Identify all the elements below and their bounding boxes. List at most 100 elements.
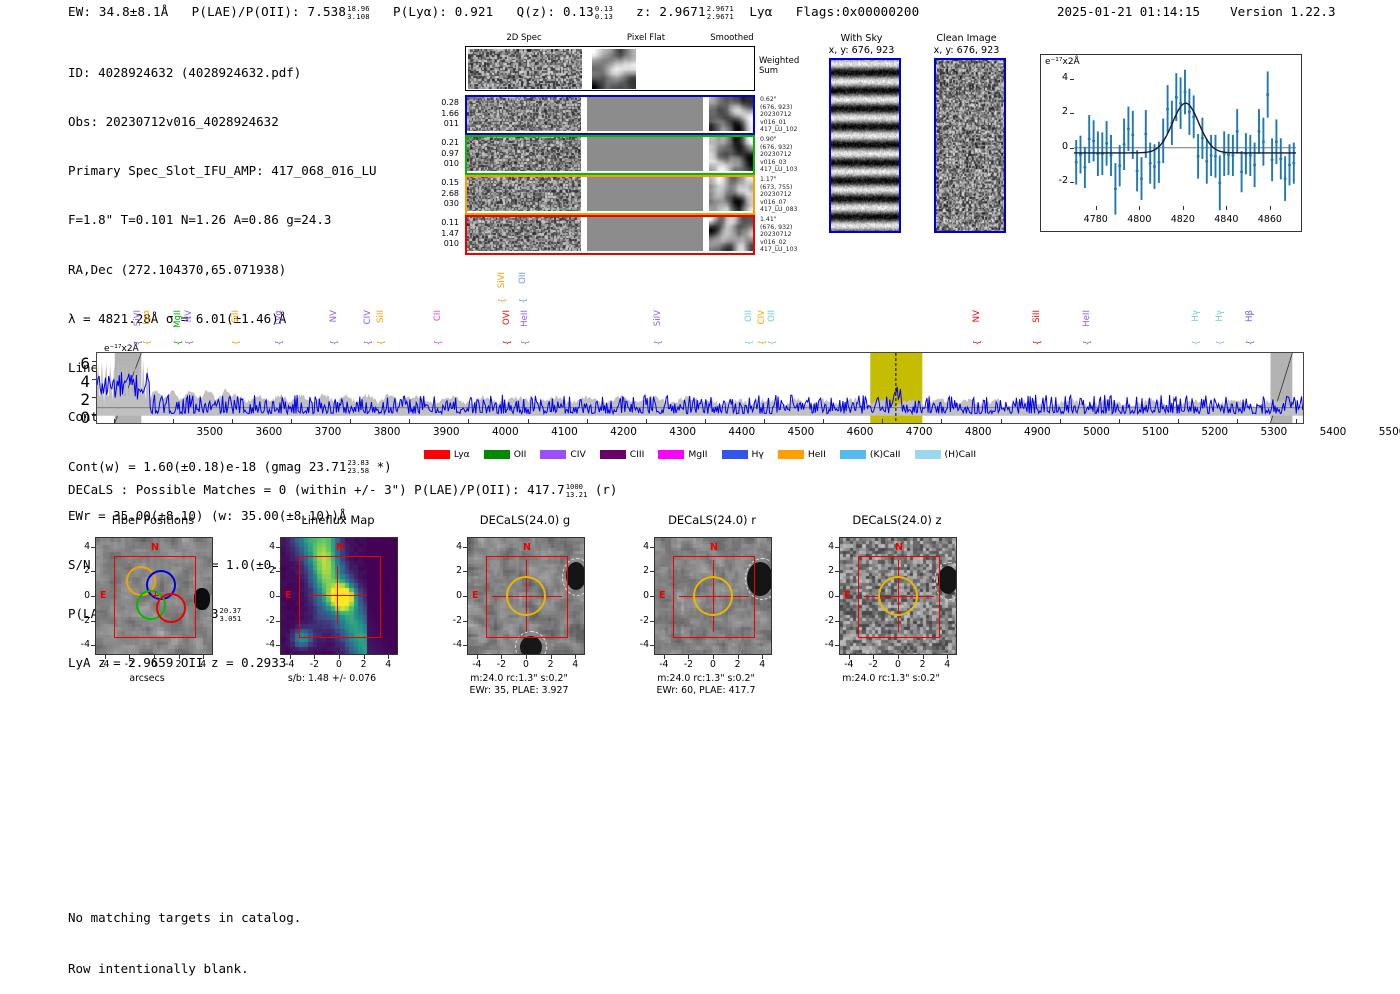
target-crosshair-h xyxy=(309,595,367,597)
north-marker: N xyxy=(710,542,718,553)
fiber-right-meta-line: 417_LU_103 xyxy=(760,246,798,254)
fiber-right-meta-line: (676, 932) xyxy=(760,223,793,231)
target-crosshair-v xyxy=(526,602,528,632)
north-marker: N xyxy=(895,542,903,553)
east-marker: E xyxy=(285,590,292,601)
emission-line-legend: Lyα OII CIV CIII MgII Hγ HeII (K)CaII (H)CaII xyxy=(0,444,1400,463)
panel-xtick-mark xyxy=(501,655,503,659)
panel-xtick: -4 xyxy=(659,659,669,670)
header-z-label: z: 2.9671 xyxy=(636,4,706,19)
line-fit-ytick: 4 xyxy=(1061,72,1068,84)
panel-xtick-mark xyxy=(178,655,180,659)
panel-ytick: 4 xyxy=(828,540,834,552)
panel-ytick-mark xyxy=(276,596,280,597)
panel-xtick-mark xyxy=(762,655,764,659)
catalog-source-marker xyxy=(934,562,956,600)
info-seeing: F=1.8" T=0.101 N=1.26 A=0.86 g=24.3 xyxy=(68,212,332,228)
panel-caption-line-1: m:24.0 rc:1.3" s:0.2" xyxy=(470,673,568,684)
panel-ytick-mark xyxy=(835,571,839,573)
full-spectrum-xtick-mark xyxy=(350,419,352,424)
panel-xtick: -2 xyxy=(868,659,879,670)
full-spectrum-xtick: 3600 xyxy=(255,426,283,438)
line-fit-ytick: 2 xyxy=(1061,106,1068,118)
header-line-id: Lyα xyxy=(749,4,773,19)
fiber-right-meta-line: 1.41" xyxy=(760,216,777,223)
panel-caption-line-2: EWr: 60, PLAE: 417.7 xyxy=(656,685,756,696)
info-primary-spec: Primary Spec_Slot_IFU_AMP: 417_068_016_L… xyxy=(68,163,377,179)
fiber-left-stat: 2.68 xyxy=(441,188,459,198)
cutout-title: With Sky xyxy=(840,33,883,44)
panel-title: DECaLS(24.0) g xyxy=(479,513,571,527)
photometry-aperture-circle xyxy=(693,576,733,616)
fiber-left-stat: 011 xyxy=(443,119,459,128)
full-spectrum-xtick: 4500 xyxy=(787,426,815,438)
full-spectrum-frame xyxy=(96,352,1304,424)
panel-xtick: -2 xyxy=(683,659,694,670)
panel-xtick-mark xyxy=(713,655,714,659)
legend-label: OII xyxy=(513,449,527,460)
panel-xtick: 4 xyxy=(944,659,951,670)
fiber-smoothed-image xyxy=(709,217,753,251)
panel-xtick: -4 xyxy=(285,659,295,670)
legend-label: Lyα xyxy=(453,449,470,460)
target-crosshair-v xyxy=(713,602,715,632)
full-spectrum-xtick-mark xyxy=(941,419,943,424)
fiber-left-stat: 1.66 xyxy=(441,108,459,118)
panel-xtick: 0 xyxy=(895,659,901,670)
east-marker: E xyxy=(100,590,107,601)
legend-item: OII xyxy=(483,449,527,460)
north-marker: N xyxy=(151,542,159,553)
full-spectrum-xtick: 5200 xyxy=(1201,426,1229,438)
north-marker: N xyxy=(523,542,531,553)
fiber-pixel-flat-image xyxy=(587,217,703,251)
legend-item: (K)CaII xyxy=(839,449,901,460)
panel-caption: arcsecs xyxy=(62,673,232,685)
panel-ytick-mark xyxy=(91,620,95,622)
full-spectrum-xtick: 5500 xyxy=(1378,426,1400,438)
panel-xtick: 4 xyxy=(759,659,766,670)
panel-xtick: -2 xyxy=(496,659,507,670)
panel-xtick-mark xyxy=(104,655,106,659)
panel-ytick-mark xyxy=(276,546,280,548)
legend-swatch xyxy=(721,450,748,459)
panel-title: Fiber Positions xyxy=(111,513,195,527)
panel-ytick: 2 xyxy=(643,565,649,577)
fiber-left-stat: 0.15 xyxy=(441,178,459,187)
line-fit-xtick-mark xyxy=(1226,206,1228,210)
full-spectrum-xtick: 5300 xyxy=(1260,426,1288,438)
panel-xtick: 2 xyxy=(175,659,182,670)
cutout-panels-row: Fiber Positions N E 4 2 0 -2 -4 -4 -2 0 2 4 arcsecs Li… xyxy=(62,513,957,713)
cutout-panel-2: DECaLS(24.0) g N E 4 2 0 -2 -4 -4 -2 0 2 4 m:24.0 rc:… xyxy=(440,513,610,713)
panel-ytick-mark xyxy=(463,546,467,548)
panel-title: DECaLS(24.0) z xyxy=(852,513,942,527)
panel-xtick-mark xyxy=(898,655,899,659)
legend-item: Lyα xyxy=(423,449,470,460)
panel-ytick: -4 xyxy=(80,639,90,651)
header-summary-line: EW: 34.8±8.1Å P(LAE)/P(OII): 7.538 18.96 3… xyxy=(68,4,919,20)
fiber-left-stat: 010 xyxy=(443,159,459,168)
panel-xtick: 0 xyxy=(710,659,716,670)
panel-ytick: 4 xyxy=(456,540,462,552)
panel-xtick-mark xyxy=(688,655,690,659)
fiber-row xyxy=(465,175,755,215)
fiber-left-stat: 0.28 xyxy=(441,98,459,107)
legend-label: CIV xyxy=(570,449,586,460)
fiber-right-meta: 0.90" (676, 932) 20230712 v016_03 417_LU_103 xyxy=(760,136,797,174)
legend-label: (K)CaII xyxy=(869,449,901,460)
fiber-right-meta-line: (673, 755) xyxy=(760,183,793,191)
fiber-right-meta-line: 417_LU_103 xyxy=(760,166,798,174)
panel-xtick-mark xyxy=(550,655,552,659)
legend-swatch xyxy=(599,450,626,459)
line-fit-xtick: 4860 xyxy=(1257,214,1282,225)
ifu-footprint-box xyxy=(299,556,381,638)
line-fit-unit-label: e⁻¹⁷x2Å xyxy=(1045,57,1080,67)
legend-item: HeII xyxy=(777,449,826,460)
ifu-footprint-box xyxy=(858,556,940,638)
info-id: ID: 4028924632 (4028924632.pdf) xyxy=(68,64,302,80)
panel-xtick-mark xyxy=(314,655,316,659)
fiber-right-meta-line: v016_07 xyxy=(760,198,787,206)
full-spectrum-xtick-mark xyxy=(231,419,233,424)
